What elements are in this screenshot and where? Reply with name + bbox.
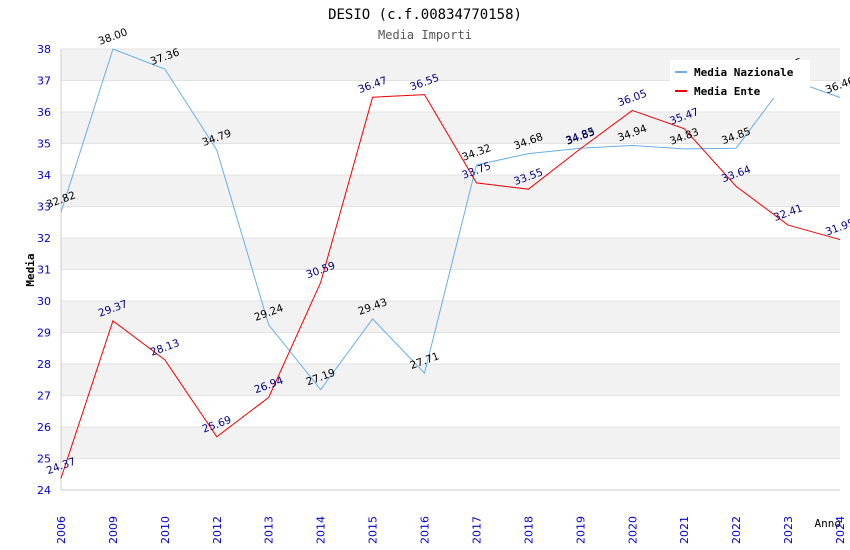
series-line-2 (60, 94, 841, 479)
legend-label: Media Ente (694, 85, 761, 98)
y-tick-label: 24 (37, 484, 51, 497)
x-tick-label: 2014 (315, 516, 328, 544)
grid-band (61, 238, 840, 270)
x-tick-label: 2016 (419, 516, 432, 544)
y-tick-label: 35 (37, 138, 51, 151)
y-tick-label: 30 (37, 295, 51, 308)
grid-band (61, 301, 840, 333)
x-tick-label: 2020 (626, 516, 639, 544)
legend-box (670, 60, 810, 98)
data-label: 38.00 (97, 26, 129, 48)
x-tick-label: 2012 (211, 516, 224, 544)
series-line-1 (60, 48, 841, 391)
y-tick-label: 37 (37, 75, 51, 88)
legend-label: Media Nazionale (694, 66, 794, 79)
grid-band (61, 427, 840, 459)
legend: Media Nazionale Media Ente (670, 60, 810, 98)
x-tick-label: 2009 (107, 516, 120, 544)
grid-band (61, 364, 840, 396)
x-tick-label: 2019 (574, 516, 587, 544)
x-axis-label: Anno (815, 517, 842, 530)
y-tick-label: 36 (37, 106, 51, 119)
grid-band (61, 395, 840, 427)
grid-band (61, 175, 840, 207)
y-tick-label: 34 (37, 169, 51, 182)
grid-band (61, 206, 840, 238)
y-tick-label: 26 (37, 421, 51, 434)
x-axis-ticks: 2006 2009 2010 2012 2013 2014 2015 2016 2017 2018… (55, 516, 847, 544)
x-tick-label: 2017 (470, 516, 483, 544)
grid-bands (60, 48, 840, 491)
x-tick-label: 2023 (782, 516, 795, 544)
y-tick-label: 32 (37, 232, 51, 245)
y-tick-label: 38 (37, 43, 51, 56)
y-axis-ticks: 24 25 26 27 28 29 30 31 32 33 34 35 36 37 38 (37, 43, 51, 497)
grid-band (61, 269, 840, 301)
x-tick-label: 2021 (678, 516, 691, 544)
y-tick-label: 29 (37, 327, 51, 340)
x-tick-label: 2010 (159, 516, 172, 544)
chart-title: DESIO (c.f.00834770158) (328, 7, 522, 23)
x-tick-label: 2006 (55, 516, 68, 544)
x-tick-label: 2022 (730, 516, 743, 544)
chart-subtitle: Media Importi (378, 28, 472, 42)
series-lines (60, 48, 841, 479)
y-tick-label: 31 (37, 264, 51, 277)
y-tick-label: 27 (37, 390, 51, 403)
y-tick-label: 33 (37, 201, 51, 214)
y-tick-label: 28 (37, 358, 51, 371)
grid-band (61, 332, 840, 364)
x-tick-label: 2018 (522, 516, 535, 544)
x-tick-label: 2024 (834, 516, 847, 544)
y-tick-label: 25 (37, 453, 51, 466)
grid-band (61, 458, 840, 490)
y-axis-label: Media (24, 253, 37, 286)
x-tick-label: 2013 (263, 516, 276, 544)
x-tick-label: 2015 (367, 516, 380, 544)
